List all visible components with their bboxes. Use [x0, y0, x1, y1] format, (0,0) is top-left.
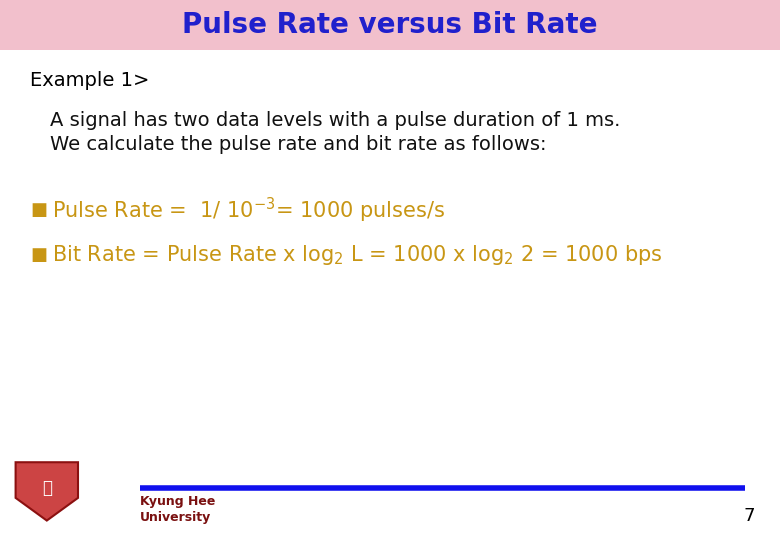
- Text: Bit Rate = Pulse Rate x log$_2$ L = 1000 x log$_2$ 2 = 1000 bps: Bit Rate = Pulse Rate x log$_2$ L = 1000…: [52, 243, 662, 267]
- Text: 7: 7: [743, 507, 755, 525]
- Bar: [0, 0, 780, 50]
- Text: ■: ■: [30, 201, 47, 219]
- Text: University: University: [140, 511, 211, 524]
- Text: Pulse Rate =  1/ 10$^{-3}$= 1000 pulses/s: Pulse Rate = 1/ 10$^{-3}$= 1000 pulses/s: [52, 195, 445, 225]
- Text: Pulse Rate versus Bit Rate: Pulse Rate versus Bit Rate: [183, 11, 597, 39]
- Text: We calculate the pulse rate and bit rate as follows:: We calculate the pulse rate and bit rate…: [50, 136, 547, 154]
- Text: ■: ■: [30, 246, 47, 264]
- Text: Kyung Hee: Kyung Hee: [140, 496, 215, 509]
- Text: Example 1>: Example 1>: [30, 71, 150, 90]
- Text: A signal has two data levels with a pulse duration of 1 ms.: A signal has two data levels with a puls…: [50, 111, 620, 130]
